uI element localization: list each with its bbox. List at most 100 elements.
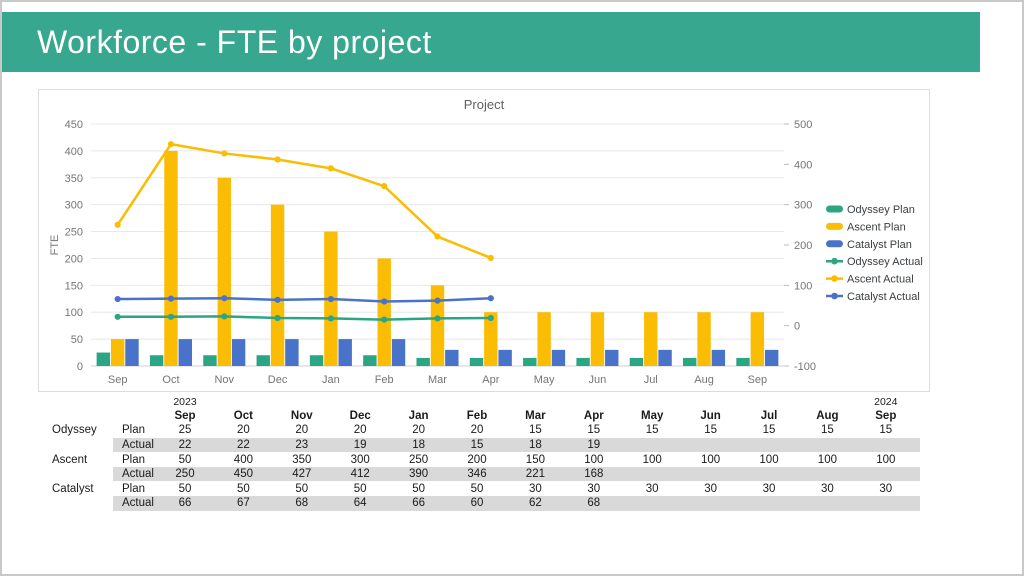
bar-ascent-plan	[484, 312, 498, 366]
table-cell: 50	[178, 482, 192, 495]
bar-catalyst-plan	[285, 339, 299, 366]
line-marker	[434, 297, 441, 304]
table-cell: 64	[353, 497, 367, 510]
table-cell: 68	[587, 497, 601, 510]
row-type-label: Plan	[122, 424, 146, 437]
left-axis-tick-label: 50	[71, 334, 83, 346]
table-cell: 15	[820, 424, 834, 437]
table-cell: 450	[233, 468, 253, 481]
bar-ascent-plan	[164, 150, 178, 366]
bar-ascent-plan	[217, 177, 231, 366]
table-cell: 30	[879, 482, 893, 495]
x-axis-tick-label: Jan	[322, 374, 340, 386]
table-row-band	[113, 466, 920, 482]
month-header: Oct	[233, 410, 253, 422]
bar-ascent-plan	[377, 258, 391, 366]
month-header: Dec	[349, 410, 371, 422]
x-axis-tick-label: Feb	[375, 374, 394, 386]
left-axis-tick-label: 450	[65, 119, 83, 131]
table-cell: 20	[353, 424, 367, 437]
slide-title: Workforce - FTE by project	[37, 23, 432, 60]
x-axis-tick-label: Nov	[214, 374, 234, 386]
table-cell: 168	[584, 468, 604, 481]
bar-ascent-plan	[430, 285, 445, 366]
table-cell: 22	[178, 438, 192, 451]
table-cell: 100	[584, 453, 604, 466]
bar-ascent-plan	[644, 312, 658, 366]
table-cell: 427	[292, 468, 312, 481]
legend-label: Ascent Actual	[847, 274, 914, 286]
legend-label: Odyssey Plan	[847, 204, 915, 216]
table-cell: 18	[412, 438, 425, 451]
table-row-band	[113, 437, 920, 453]
table-cell: 22	[236, 438, 250, 451]
table-cell: 50	[412, 482, 425, 495]
bar-catalyst-plan	[445, 349, 459, 366]
line-marker	[381, 316, 388, 323]
legend-label: Ascent Plan	[847, 221, 906, 233]
table-cell: 400	[233, 453, 253, 466]
y-axis-title: FTE	[49, 235, 61, 256]
legend-label: Odyssey Actual	[847, 256, 923, 268]
table-cell: 15	[879, 424, 893, 437]
left-axis-tick-label: 350	[65, 173, 83, 185]
line-marker	[167, 295, 175, 302]
bar-catalyst-plan	[391, 339, 406, 366]
table-cell: 30	[587, 482, 601, 495]
year-label: 2024	[874, 396, 898, 408]
line-marker	[381, 298, 388, 305]
table-cell: 100	[642, 453, 662, 466]
table-cell: 50	[236, 482, 250, 495]
right-axis-tick-label: 100	[794, 280, 812, 292]
table-cell: 100	[701, 453, 721, 466]
x-axis-tick-label: Jul	[644, 374, 658, 386]
line-marker	[381, 183, 388, 190]
x-axis-tick-label: Dec	[268, 374, 288, 386]
table-cell: 20	[412, 424, 425, 437]
month-header: Apr	[583, 410, 604, 422]
line-marker	[274, 314, 281, 322]
left-axis-tick-label: 150	[65, 280, 83, 292]
right-axis-tick-label: 200	[794, 240, 812, 252]
bar-odyssey-plan	[416, 357, 430, 366]
table-cell: 66	[412, 497, 425, 510]
line-marker	[434, 233, 441, 240]
bar-odyssey-plan	[576, 357, 590, 366]
left-axis-tick-label: 0	[77, 361, 83, 373]
left-axis-tick-label: 100	[65, 307, 83, 319]
legend-swatch-bar	[826, 240, 843, 248]
line-marker	[167, 141, 175, 148]
table-cell: 19	[353, 438, 367, 451]
table-cell: 15	[528, 424, 542, 437]
line-marker	[327, 295, 334, 303]
project-label: Catalyst	[52, 482, 94, 495]
bar-catalyst-plan	[498, 349, 512, 366]
table-cell: 100	[759, 453, 779, 466]
table-cell: 19	[587, 438, 601, 451]
x-axis-tick-label: Aug	[694, 374, 714, 386]
x-axis-tick-label: May	[534, 374, 555, 386]
bar-catalyst-plan	[605, 349, 619, 366]
table-cell: 30	[528, 482, 542, 495]
table-cell: 67	[236, 497, 250, 510]
line-marker	[114, 295, 121, 303]
table-cell: 150	[525, 453, 545, 466]
row-type-label: Actual	[122, 468, 154, 481]
bar-ascent-plan	[537, 312, 551, 366]
bar-catalyst-plan	[125, 339, 139, 366]
bar-catalyst-plan	[178, 339, 192, 366]
legend-label: Catalyst Actual	[847, 291, 920, 303]
line-marker	[274, 296, 281, 303]
table-cell: 66	[178, 497, 192, 510]
table-cell: 18	[528, 438, 542, 451]
legend-swatch-marker	[831, 257, 838, 265]
x-axis-tick-label: Apr	[482, 374, 499, 386]
table-cell: 23	[295, 438, 309, 451]
right-axis-tick-label: -100	[794, 361, 816, 373]
line-marker	[487, 295, 494, 302]
line-marker	[114, 313, 121, 320]
right-axis-tick-label: 0	[794, 321, 800, 333]
table-cell: 20	[236, 424, 250, 437]
month-header: Jun	[700, 410, 721, 422]
bar-ascent-plan	[750, 312, 765, 366]
